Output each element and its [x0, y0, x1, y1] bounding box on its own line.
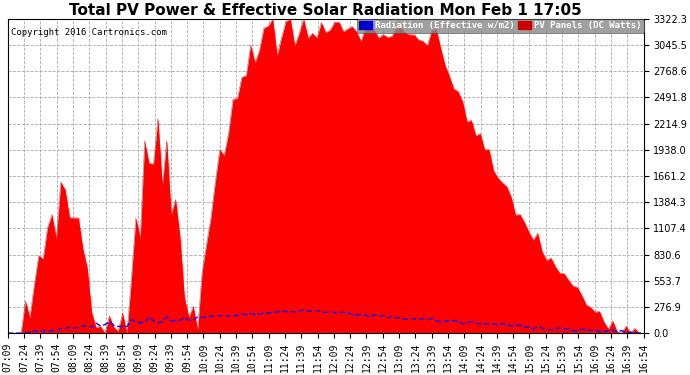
Title: Total PV Power & Effective Solar Radiation Mon Feb 1 17:05: Total PV Power & Effective Solar Radiati… [69, 3, 582, 18]
Legend: Radiation (Effective w/m2), PV Panels (DC Watts): Radiation (Effective w/m2), PV Panels (D… [357, 19, 644, 33]
Text: Copyright 2016 Cartronics.com: Copyright 2016 Cartronics.com [11, 28, 167, 38]
